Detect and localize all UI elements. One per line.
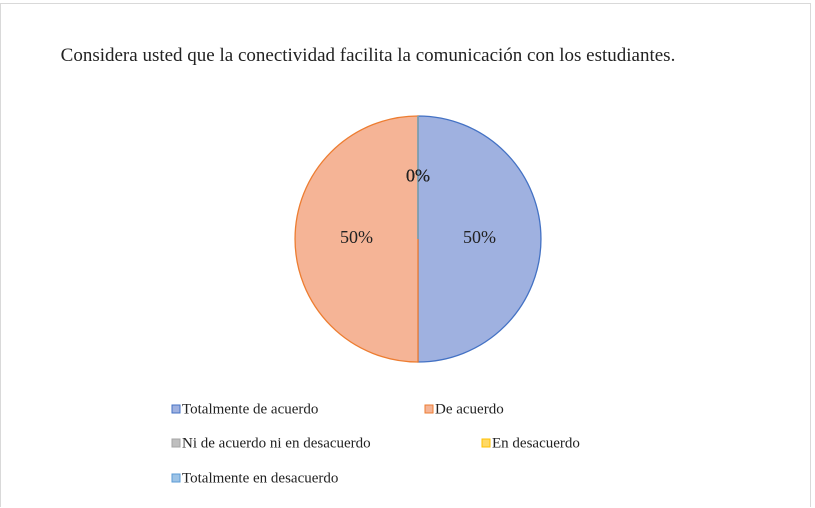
legend-label: Totalmente de acuerdo [182, 401, 318, 417]
legend-marker [171, 473, 181, 483]
legend-label: Ni de acuerdo ni en desacuerdo [182, 435, 371, 451]
pie-slice [417, 115, 542, 363]
data-label: 0% [406, 166, 430, 186]
legend-marker [171, 404, 181, 414]
data-label: 50% [463, 227, 496, 247]
data-label: 0% [406, 166, 430, 186]
legend-label: En desacuerdo [492, 435, 580, 451]
chart-title: Considera usted que la conectividad faci… [60, 45, 676, 66]
legend-marker [171, 438, 181, 448]
chart-frame [0, 3, 811, 507]
pie-slice [294, 115, 419, 363]
legend-label: Totalmente en desacuerdo [182, 470, 338, 486]
legend-marker [481, 438, 491, 448]
legend-marker [424, 404, 434, 414]
data-label: 50% [340, 227, 373, 247]
legend-label: De acuerdo [435, 401, 504, 417]
data-label: 0% [406, 166, 430, 186]
